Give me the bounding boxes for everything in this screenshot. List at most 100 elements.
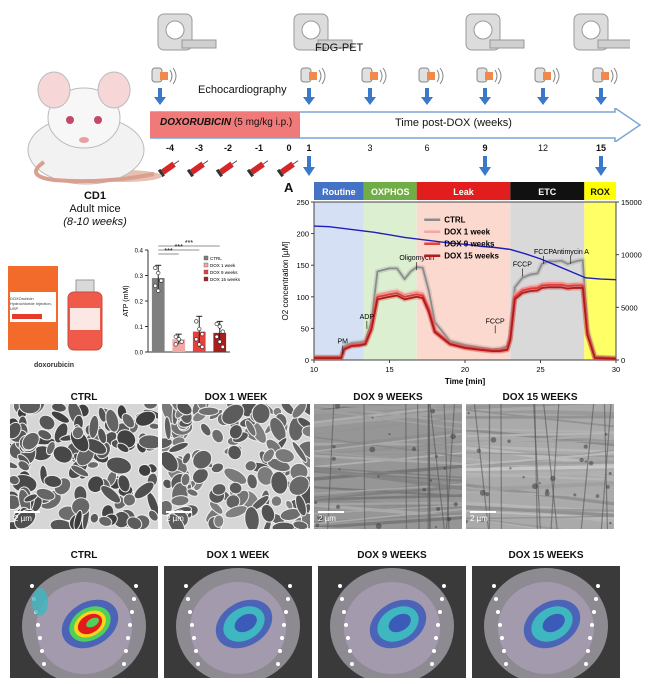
- y-tick-label: 0.4: [135, 249, 144, 255]
- phase-band: [416, 202, 511, 360]
- legend-swatch: [203, 276, 209, 282]
- timeline-tick: 15: [595, 143, 606, 153]
- pet-scanner-icon: [573, 13, 630, 51]
- echo-probe-icon: [592, 67, 618, 85]
- legend-label: CTRL: [444, 216, 465, 225]
- pet-image-dox-1-week: [164, 566, 312, 678]
- x-tick-label: 30: [612, 365, 620, 374]
- mouse-strain: CD1: [83, 190, 106, 202]
- significance-label: ***: [185, 240, 193, 247]
- down-arrow-icon: [421, 88, 433, 105]
- down-arrow-icon: [364, 88, 376, 105]
- y-axis-label: O2 concentration [µM]: [281, 242, 290, 321]
- phase-label: ETC: [538, 187, 557, 197]
- data-point: [153, 283, 158, 288]
- down-arrow-icon: [154, 88, 166, 105]
- annotation-label: FCCP: [486, 318, 505, 325]
- x-tick-label: 15: [385, 365, 393, 374]
- legend-label: DOX 9 weeks: [444, 240, 495, 249]
- data-point: [217, 339, 222, 344]
- heart-uptake: [61, 599, 119, 649]
- down-arrow-icon: [303, 156, 315, 176]
- em-image-dox-1-week: 2 µm: [162, 404, 310, 529]
- data-point: [214, 334, 219, 339]
- timeline-tick: 3: [367, 143, 373, 153]
- pet-title: DOX 9 WEEKS: [357, 550, 427, 561]
- y-tick-label: 50: [301, 324, 309, 333]
- pet-scanner-icon: [157, 13, 217, 51]
- vial-caption: doxorubicin: [34, 362, 75, 369]
- pet-image-dox-9-weeks: [318, 566, 466, 678]
- em-title: DOX 15 WEEKS: [502, 392, 578, 403]
- drug-bar: [150, 112, 300, 138]
- phase-label: OXPHOS: [371, 187, 410, 197]
- data-point: [200, 344, 205, 349]
- data-point: [200, 332, 205, 337]
- syringe-icon: [276, 160, 299, 178]
- heart-uptake: [523, 599, 581, 649]
- pet-scanner-icon: [465, 13, 525, 51]
- legend-label: CTRL: [210, 256, 222, 261]
- y-tick-label: 250: [296, 198, 309, 207]
- annotation-label: Antimycin A: [552, 249, 589, 256]
- legend-swatch: [203, 262, 209, 268]
- x-tick-label: 20: [461, 365, 469, 374]
- pet-scanner-row: [157, 13, 630, 51]
- phase-header: [314, 182, 364, 200]
- phase-label: ROX: [590, 187, 610, 197]
- data-point: [220, 329, 225, 334]
- annotation-label: FCCP: [534, 249, 553, 256]
- significance-label: ***: [164, 248, 172, 255]
- phase-band: [363, 202, 417, 360]
- echo-probe-icon: [361, 67, 387, 85]
- mouse-age: (8-10 weeks): [63, 216, 127, 228]
- down-arrow-icon: [595, 156, 607, 176]
- heart-uptake: [215, 599, 273, 649]
- data-point: [194, 319, 199, 324]
- down-arrow-icon: [537, 88, 549, 105]
- legend-label: DOX 15 weeks: [444, 252, 499, 261]
- down-arrow-icon: [303, 88, 315, 105]
- pet-scanner-icon: [293, 13, 353, 51]
- data-point: [173, 334, 178, 339]
- drug-label: DOXORUBICIN (5 mg/kg i.p.): [160, 117, 292, 128]
- legend-label: DOX 15 weeks: [210, 277, 241, 282]
- data-point: [194, 337, 199, 342]
- timeline-tick: -1: [254, 143, 263, 153]
- timeline-bar: [150, 108, 642, 142]
- em-image-dox-9-weeks: 2 µm: [314, 404, 462, 529]
- timeline-tick: -3: [194, 143, 203, 153]
- syringe-icon: [157, 160, 180, 178]
- phase-label: Leak: [453, 187, 475, 197]
- scale-bar: 2 µm: [166, 511, 192, 523]
- data-point: [156, 288, 161, 293]
- top-arrow-row: [154, 88, 607, 105]
- down-arrow-icon: [595, 88, 607, 105]
- phase-header: [584, 182, 616, 200]
- timeline-tick: 12: [537, 143, 548, 153]
- x-axis-label: Time [min]: [445, 377, 486, 386]
- series-line: [314, 286, 617, 360]
- syringe-row: [157, 160, 299, 178]
- time-label: Time post-DOX (weeks): [395, 117, 512, 129]
- pet-image-dox-15-weeks: [472, 566, 620, 678]
- echo-probe-icon: [300, 67, 326, 85]
- y-tick-label: 0.2: [135, 300, 144, 306]
- doxorubicin-product-image: [8, 266, 103, 351]
- legend-label: DOX 1 week: [210, 263, 236, 268]
- data-point: [214, 321, 219, 327]
- echo-label: Echocardiography: [198, 84, 287, 96]
- timeline-tick: 1: [306, 143, 312, 153]
- y2-tick-label: 0: [621, 356, 625, 365]
- y-tick-label: 0.1: [135, 325, 144, 331]
- syringe-icon: [246, 160, 269, 178]
- respirometry-chart: Routine OXPHOS Leak ETC ROX 0 50 100 150 200 250 0 5…: [281, 182, 642, 386]
- annotation-label: Oligomycin: [399, 255, 434, 262]
- syringe-icon: [186, 160, 209, 178]
- em-title: DOX 1 WEEK: [204, 392, 268, 403]
- y2-tick-label: 10000: [621, 251, 642, 260]
- mouse-caption: CD1 Adult mice (8-10 weeks): [55, 190, 135, 229]
- bottom-arrow-row: [303, 156, 607, 176]
- legend-label: DOX 1 week: [444, 228, 490, 237]
